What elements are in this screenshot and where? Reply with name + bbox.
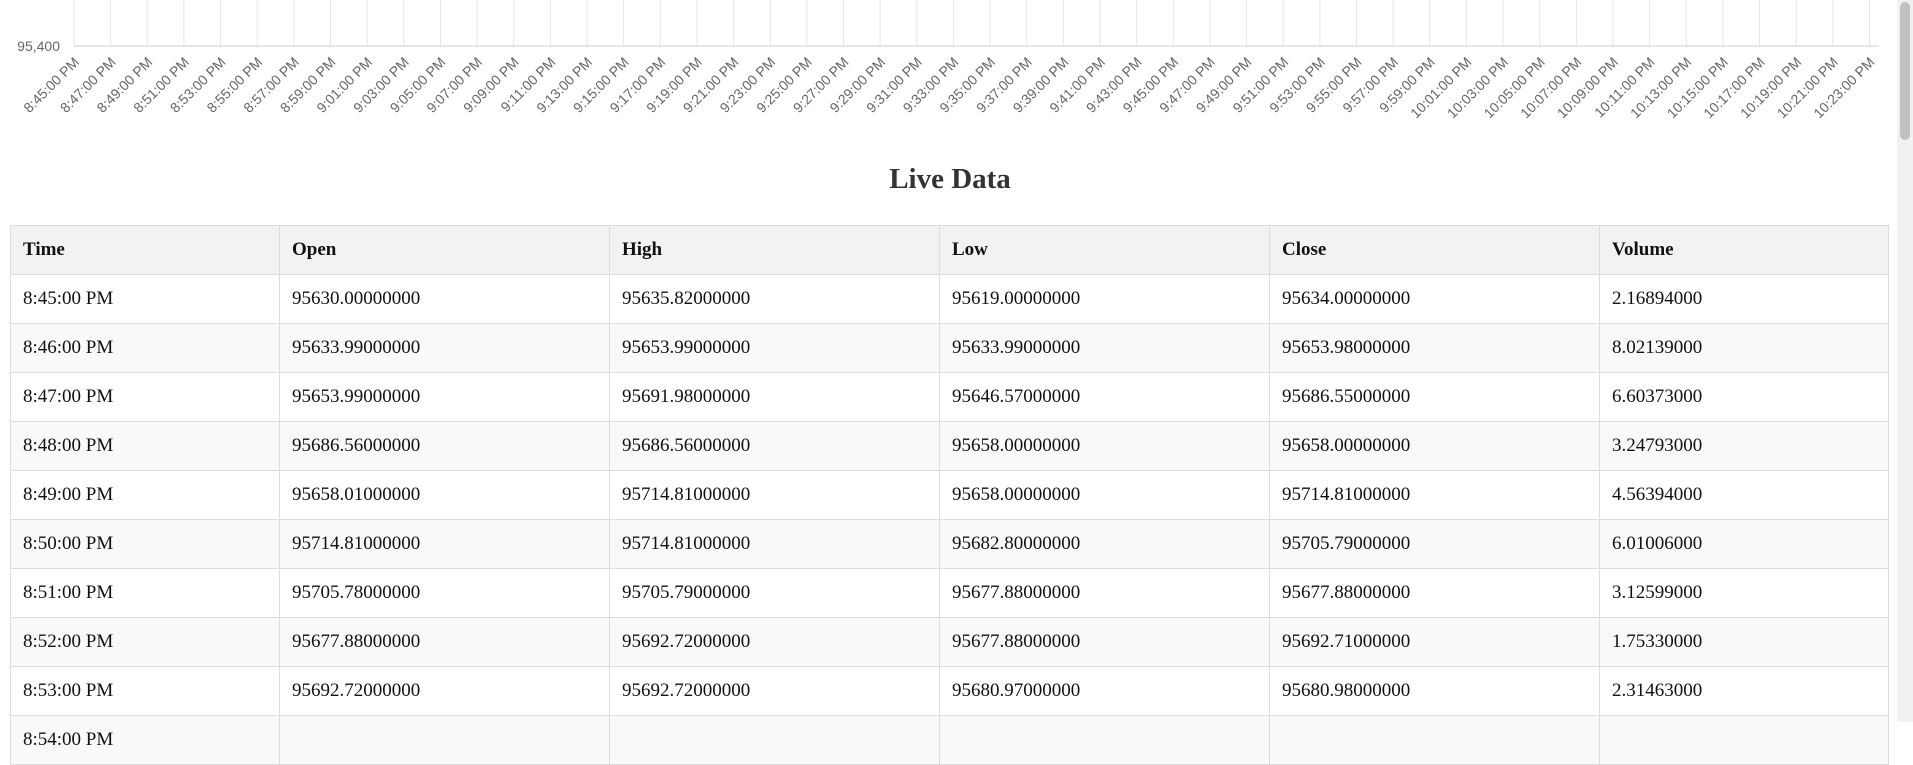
cell-time: 8:45:00 PM — [10, 274, 280, 324]
scrollbar-thumb[interactable] — [1900, 2, 1910, 140]
cell-high: 95705.79000000 — [609, 568, 940, 618]
cell-high: 95691.98000000 — [609, 372, 940, 422]
cell-volume: 3.12599000 — [1599, 568, 1889, 618]
cell-open: 95633.99000000 — [279, 323, 610, 373]
cell-close — [1269, 715, 1600, 765]
live-data-table: Time Open High Low Close Volume 8:45:00 … — [10, 225, 1889, 765]
cell-open: 95705.78000000 — [279, 568, 610, 618]
table-body: 8:45:00 PM 95630.00000000 95635.82000000 95… — [10, 274, 1889, 765]
cell-open — [279, 715, 610, 765]
cell-low — [939, 715, 1270, 765]
cell-open: 95677.88000000 — [279, 617, 610, 667]
cell-high: 95714.81000000 — [609, 470, 940, 520]
column-header-volume: Volume — [1599, 225, 1889, 275]
column-header-low: Low — [939, 225, 1270, 275]
cell-volume: 2.16894000 — [1599, 274, 1889, 324]
cell-close: 95692.71000000 — [1269, 617, 1600, 667]
cell-time: 8:52:00 PM — [10, 617, 280, 667]
table-header-row: Time Open High Low Close Volume — [10, 225, 1889, 275]
cell-volume: 3.24793000 — [1599, 421, 1889, 471]
cell-open: 95658.01000000 — [279, 470, 610, 520]
cell-high: 95714.81000000 — [609, 519, 940, 569]
cell-open: 95686.56000000 — [279, 421, 610, 471]
table-row: 8:49:00 PM 95658.01000000 95714.81000000 95… — [10, 470, 1889, 520]
cell-time: 8:51:00 PM — [10, 568, 280, 618]
cell-high: 95692.72000000 — [609, 617, 940, 667]
cell-time: 8:48:00 PM — [10, 421, 280, 471]
cell-high: 95692.72000000 — [609, 666, 940, 716]
table-row: 8:47:00 PM 95653.99000000 95691.98000000 95… — [10, 372, 1889, 422]
cell-time: 8:47:00 PM — [10, 372, 280, 422]
cell-low: 95658.00000000 — [939, 470, 1270, 520]
column-header-open: Open — [279, 225, 610, 275]
cell-low: 95677.88000000 — [939, 617, 1270, 667]
cell-close: 95680.98000000 — [1269, 666, 1600, 716]
cell-close: 95714.81000000 — [1269, 470, 1600, 520]
cell-low: 95619.00000000 — [939, 274, 1270, 324]
table-row: 8:53:00 PM 95692.72000000 95692.72000000 95… — [10, 666, 1889, 716]
cell-volume: 6.01006000 — [1599, 519, 1889, 569]
cell-time: 8:53:00 PM — [10, 666, 280, 716]
column-header-time: Time — [10, 225, 280, 275]
table-header: Time Open High Low Close Volume — [10, 225, 1889, 275]
cell-low: 95658.00000000 — [939, 421, 1270, 471]
table-row: 8:50:00 PM 95714.81000000 95714.81000000 95… — [10, 519, 1889, 569]
vertical-scrollbar[interactable] — [1897, 0, 1913, 722]
cell-open: 95630.00000000 — [279, 274, 610, 324]
cell-low: 95646.57000000 — [939, 372, 1270, 422]
table-row: 8:54:00 PM — [10, 715, 1889, 765]
cell-close: 95653.98000000 — [1269, 323, 1600, 373]
cell-high: 95635.82000000 — [609, 274, 940, 324]
cell-time: 8:50:00 PM — [10, 519, 280, 569]
cell-time: 8:54:00 PM — [10, 715, 280, 765]
section-title: Live Data — [889, 163, 1011, 195]
table-row: 8:48:00 PM 95686.56000000 95686.56000000 95… — [10, 421, 1889, 471]
cell-volume: 6.60373000 — [1599, 372, 1889, 422]
cell-close: 95634.00000000 — [1269, 274, 1600, 324]
table-row: 8:45:00 PM 95630.00000000 95635.82000000 95… — [10, 274, 1889, 324]
cell-time: 8:49:00 PM — [10, 470, 280, 520]
cell-close: 95705.79000000 — [1269, 519, 1600, 569]
cell-volume: 4.56394000 — [1599, 470, 1889, 520]
cell-open: 95692.72000000 — [279, 666, 610, 716]
cell-volume: 8.02139000 — [1599, 323, 1889, 373]
y-tick-label: 95,400 — [17, 38, 60, 54]
cell-volume — [1599, 715, 1889, 765]
cell-high: 95686.56000000 — [609, 421, 940, 471]
table-row: 8:46:00 PM 95633.99000000 95653.99000000 95… — [10, 323, 1889, 373]
cell-volume: 2.31463000 — [1599, 666, 1889, 716]
cell-close: 95677.88000000 — [1269, 568, 1600, 618]
cell-open: 95714.81000000 — [279, 519, 610, 569]
cell-time: 8:46:00 PM — [10, 323, 280, 373]
price-chart: 95,400 8:45:00 PM 8:47:00 PM 8:49:00 PM 8:51… — [0, 0, 1900, 145]
table-row: 8:51:00 PM 95705.78000000 95705.79000000 95… — [10, 568, 1889, 618]
column-header-close: Close — [1269, 225, 1600, 275]
cell-low: 95682.80000000 — [939, 519, 1270, 569]
cell-high — [609, 715, 940, 765]
table-row: 8:52:00 PM 95677.88000000 95692.72000000 95… — [10, 617, 1889, 667]
column-header-high: High — [609, 225, 940, 275]
cell-volume: 1.75330000 — [1599, 617, 1889, 667]
cell-close: 95686.55000000 — [1269, 372, 1600, 422]
cell-low: 95680.97000000 — [939, 666, 1270, 716]
cell-low: 95677.88000000 — [939, 568, 1270, 618]
cell-low: 95633.99000000 — [939, 323, 1270, 373]
cell-close: 95658.00000000 — [1269, 421, 1600, 471]
cell-high: 95653.99000000 — [609, 323, 940, 373]
cell-open: 95653.99000000 — [279, 372, 610, 422]
